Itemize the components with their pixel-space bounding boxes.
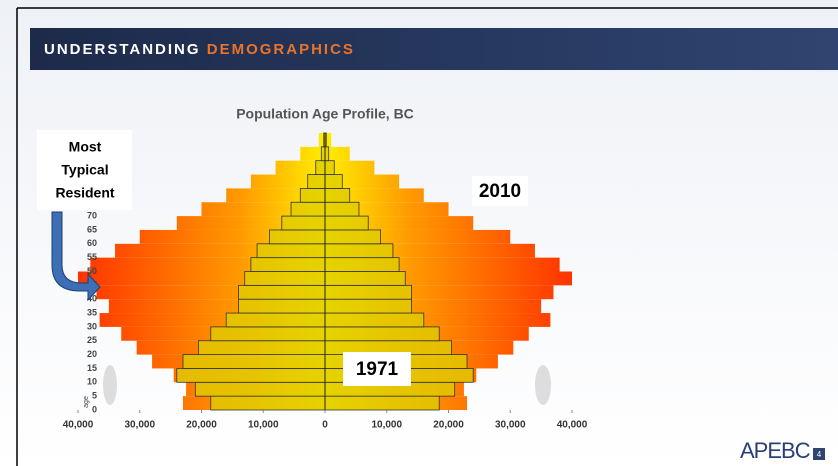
bar-left: [210, 326, 326, 342]
x-tick-label: 10,000: [371, 420, 402, 431]
bar-right: [324, 243, 394, 259]
bar-right: [324, 326, 440, 342]
header-bar: [30, 28, 838, 70]
y-tick-label: 65: [87, 224, 97, 234]
header-title-2: DEMOGRAPHICS: [207, 41, 355, 58]
bar-left: [307, 174, 326, 189]
chart-title: Population Age Profile, BC: [236, 106, 414, 122]
y-tick-label: 5: [92, 391, 97, 401]
bar-right: [324, 215, 369, 231]
bar-left: [250, 174, 325, 189]
y-tick-label: 25: [87, 335, 97, 345]
bar-left: [225, 312, 326, 328]
bar-right: [324, 146, 330, 162]
annotation-box: [37, 130, 132, 210]
annotation: Typical: [61, 162, 108, 178]
bar-right: [325, 174, 400, 189]
y-tick-label: 35: [87, 307, 97, 317]
bar-right: [324, 187, 351, 203]
header-title: UNDERSTANDING DEMOGRAPHICS: [44, 41, 355, 58]
series-label: 2010: [479, 181, 521, 202]
bar-left: [194, 381, 326, 397]
bar-right: [324, 395, 440, 411]
bar-left: [275, 160, 325, 175]
y-tick-label: 0: [92, 404, 97, 414]
y-tick-label: 20: [87, 349, 97, 359]
person-icon: [103, 365, 117, 405]
series-label: 1971: [356, 359, 399, 380]
bar-left: [176, 368, 326, 383]
page-box: [813, 448, 825, 460]
y-tick-label: 70: [87, 210, 97, 220]
annotation: Resident: [55, 185, 114, 201]
bar-left: [300, 146, 325, 161]
bar-left: [198, 340, 326, 356]
header-title-1: UNDERSTANDING: [44, 41, 201, 58]
bar-right: [325, 133, 332, 147]
x-tick-label: 0: [322, 420, 328, 431]
y-tick-label: 60: [87, 238, 97, 248]
bar-left: [244, 271, 326, 286]
bar-right: [325, 160, 375, 175]
x-tick-label: 30,000: [495, 420, 526, 431]
plot: 0510152025303540455055606570age40,00030,…: [63, 132, 588, 431]
bar-right: [324, 201, 360, 217]
annotation: Most: [69, 139, 102, 155]
label-box: [472, 176, 528, 206]
bar-right: [324, 174, 343, 189]
bar-left: [182, 354, 326, 369]
bar-right: [324, 284, 412, 300]
bar-left: [318, 133, 325, 147]
bar-left: [238, 284, 326, 300]
x-tick-label: 10,000: [248, 420, 279, 431]
bar-right: [324, 257, 400, 272]
bar-left: [290, 201, 326, 217]
x-tick-label: 30,000: [124, 420, 155, 431]
bar-right: [324, 160, 335, 175]
bar-right: [325, 146, 350, 161]
bar-left: [320, 146, 326, 162]
bar-right: [324, 229, 381, 245]
bar-left: [299, 187, 326, 203]
bar-left: [250, 257, 326, 272]
y-tick-label: 40: [87, 294, 97, 304]
y-axis-label: age: [83, 396, 90, 408]
y-tick-label: 55: [87, 252, 97, 262]
y-tick-label: 30: [87, 321, 97, 331]
bar-left: [238, 298, 326, 314]
x-tick-label: 40,000: [557, 420, 588, 431]
logo: APEBC: [740, 438, 811, 463]
x-tick-label: 20,000: [433, 420, 464, 431]
bar-right: [324, 298, 412, 314]
bar-left: [281, 215, 326, 231]
bar-left: [256, 243, 326, 259]
arrow: [51, 211, 101, 302]
page-number: 4: [817, 450, 822, 459]
bar-left: [269, 229, 326, 245]
y-tick-label: 50: [87, 266, 97, 276]
bar-right: [324, 271, 406, 286]
x-tick-label: 40,000: [63, 420, 94, 431]
bar-left: [210, 395, 326, 411]
y-tick-label: 15: [87, 363, 97, 373]
x-tick-label: 20,000: [186, 420, 217, 431]
y-tick-label: 10: [87, 377, 97, 387]
label-box: [343, 352, 411, 386]
bar-right: [324, 312, 425, 328]
person-icon: [535, 365, 551, 405]
bar-left: [315, 160, 326, 175]
